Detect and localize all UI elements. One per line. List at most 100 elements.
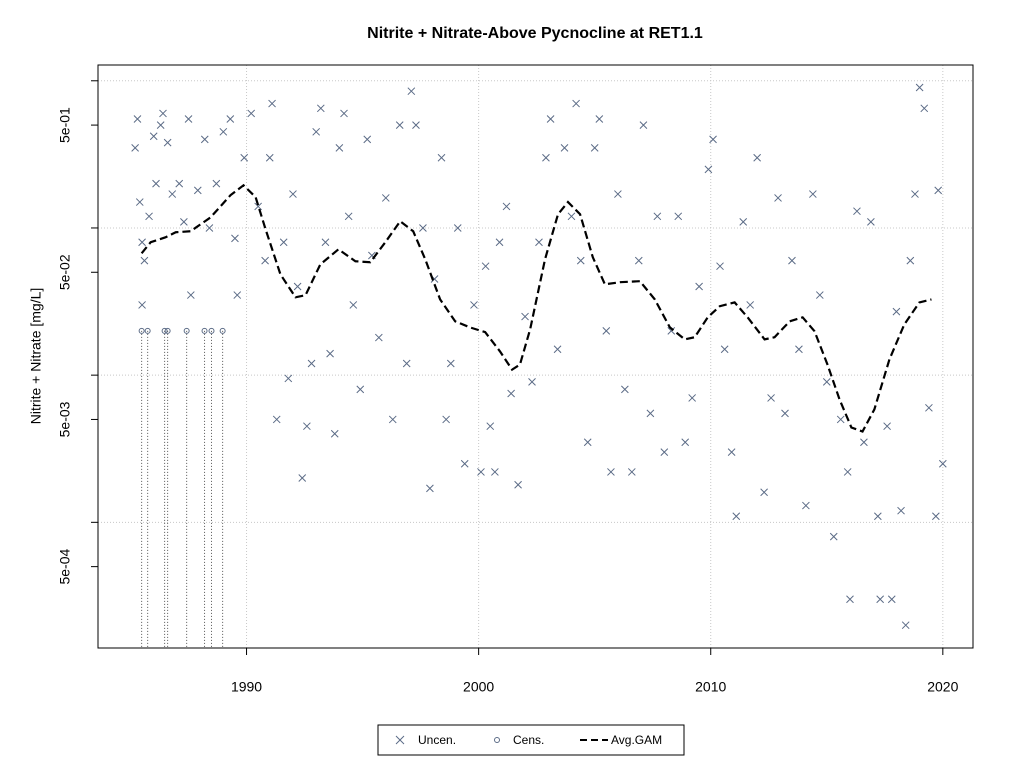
uncensored-point <box>363 135 372 144</box>
uncensored-point <box>419 224 427 232</box>
censored-point <box>183 327 190 334</box>
uncensored-point <box>753 153 762 162</box>
uncensored-point <box>739 218 748 226</box>
uncensored-point <box>131 144 139 152</box>
censored-point <box>144 327 151 334</box>
uncensored-point <box>240 153 249 162</box>
uncensored-point <box>395 121 404 129</box>
uncensored-point <box>546 115 555 123</box>
uncensored-point <box>732 512 741 521</box>
uncensored-point <box>200 135 209 144</box>
uncensored-point <box>156 121 165 129</box>
uncensored-point <box>709 135 717 144</box>
censored-point <box>219 327 226 334</box>
uncensored-point <box>767 394 775 402</box>
uncensored-point <box>925 403 933 412</box>
y-tick-label: 5e-01 <box>57 107 73 143</box>
uncensored-point <box>583 438 592 447</box>
y-tick-label: 5e-02 <box>57 254 73 290</box>
uncensored-point <box>906 256 915 265</box>
uncensored-point <box>279 238 288 247</box>
uncensored-point <box>843 468 852 476</box>
uncensored-point <box>356 385 365 394</box>
uncensored-point <box>135 198 144 206</box>
uncensored-point <box>802 501 810 510</box>
uncensored-point <box>829 532 838 541</box>
uncensored-point <box>335 144 344 152</box>
uncensored-point <box>442 415 450 424</box>
uncensored-point <box>521 312 529 321</box>
uncensored-point <box>145 212 153 221</box>
uncensored-point <box>495 238 504 247</box>
uncensored-point <box>138 238 146 247</box>
uncensored-point <box>289 190 297 198</box>
uncensored-point <box>437 153 446 162</box>
uncensored-point <box>138 301 146 309</box>
uncensored-point <box>152 179 160 188</box>
legend-label: Avg.GAM <box>611 733 662 747</box>
uncensored-point <box>572 99 580 108</box>
uncensored-point <box>553 345 562 354</box>
uncensored-point <box>627 468 636 476</box>
uncensored-point <box>901 621 910 630</box>
uncensored-point <box>381 194 390 202</box>
uncensored-point <box>938 459 947 468</box>
censored-point <box>208 327 215 334</box>
uncensored-point <box>168 190 177 198</box>
uncensored-point <box>481 262 490 271</box>
uncensored-point <box>180 218 188 226</box>
uncensored-point <box>774 194 782 202</box>
uncensored-point <box>795 345 803 354</box>
uncensored-point <box>695 282 703 291</box>
uncensored-point <box>822 378 831 386</box>
uncensored-point <box>133 115 142 123</box>
uncensored-point <box>163 138 172 147</box>
uncensored-point <box>607 468 615 476</box>
uncensored-point <box>809 190 817 198</box>
uncensored-point <box>595 115 604 123</box>
uncensored-point <box>477 468 485 476</box>
uncensored-point <box>590 144 599 152</box>
uncensored-point <box>883 422 891 431</box>
uncensored-point <box>873 512 882 521</box>
uncensored-point <box>788 256 796 265</box>
uncensored-point <box>186 291 195 299</box>
uncensored-point <box>934 186 943 195</box>
uncensored-point <box>330 429 339 438</box>
uncensored-point <box>265 153 274 162</box>
uncensored-point <box>326 349 334 358</box>
uncensored-point <box>560 144 569 152</box>
uncensored-point <box>502 202 511 211</box>
y-tick-label: 5e-03 <box>57 401 73 437</box>
uncensored-point <box>887 595 896 604</box>
uncensored-point <box>815 291 824 299</box>
uncensored-point <box>321 238 330 247</box>
uncensored-point <box>254 202 262 211</box>
uncensored-point <box>720 345 729 354</box>
censored-point <box>164 327 171 334</box>
uncensored-point <box>542 153 550 162</box>
uncensored-point <box>212 179 221 188</box>
uncensored-point <box>727 448 736 456</box>
x-tick-label: 1990 <box>231 679 262 695</box>
legend-label: Uncen. <box>418 733 456 747</box>
legend-label: Cens. <box>513 733 544 747</box>
uncensored-point <box>653 212 662 221</box>
uncensored-point <box>388 415 397 424</box>
uncensored-point <box>193 186 202 195</box>
uncensored-point <box>897 506 905 515</box>
legend-box <box>377 724 685 756</box>
chart-title: Nitrite + Nitrate-Above Pycnocline at RE… <box>367 25 703 42</box>
uncensored-point <box>911 190 919 198</box>
uncensored-point <box>312 127 321 136</box>
uncensored-point <box>219 127 228 136</box>
uncensored-point <box>781 409 789 418</box>
uncensored-point <box>231 234 239 243</box>
uncensored-point <box>374 333 383 342</box>
uncensored-point <box>470 301 478 309</box>
uncensored-point <box>660 448 669 456</box>
uncensored-point <box>860 438 868 447</box>
x-tick-label: 2020 <box>927 679 958 695</box>
uncensored-point <box>446 359 455 368</box>
uncensored-point <box>272 415 281 424</box>
